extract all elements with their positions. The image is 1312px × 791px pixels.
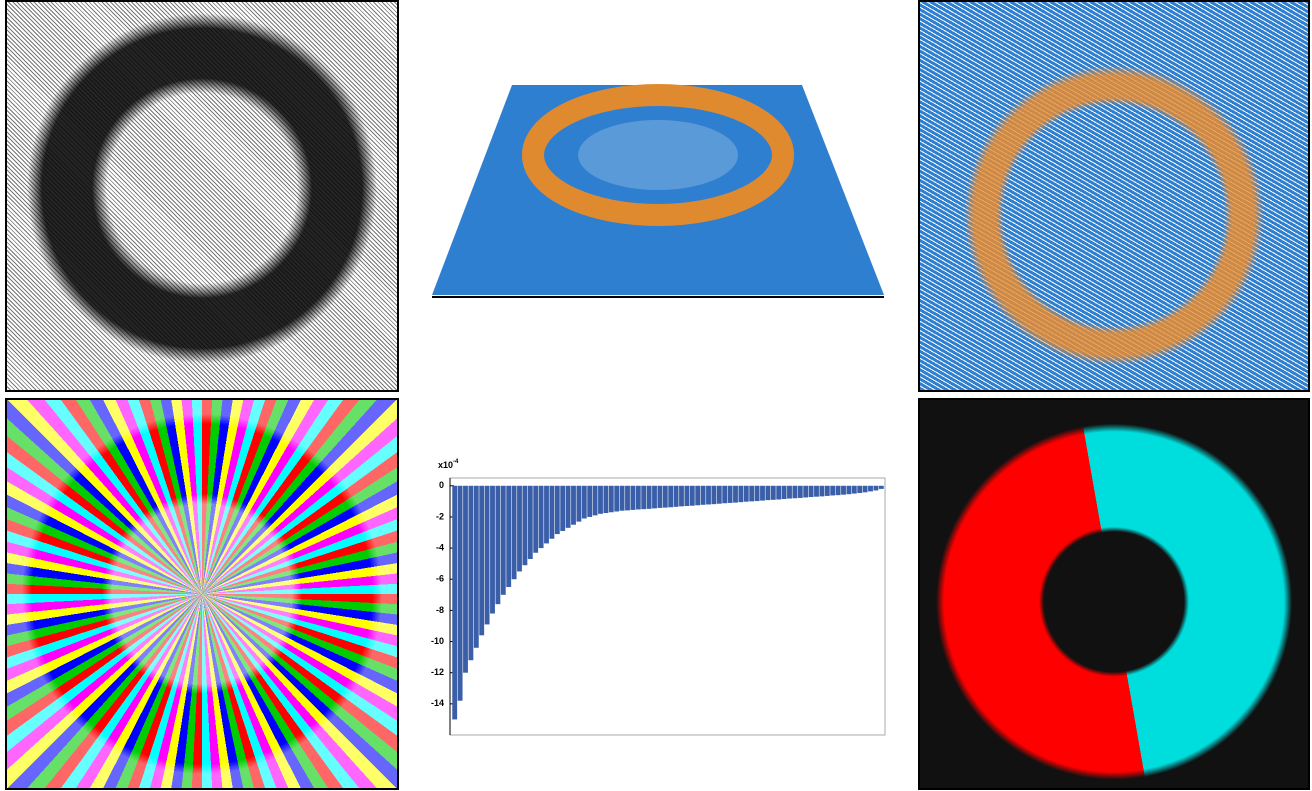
- bar: [539, 486, 544, 548]
- bar: [576, 486, 581, 522]
- bar: [695, 486, 700, 505]
- bar: [868, 486, 873, 492]
- bar: [819, 486, 824, 497]
- bar: [630, 486, 635, 510]
- bar: [830, 486, 835, 496]
- bar: [636, 486, 641, 510]
- bar: [765, 486, 770, 500]
- bar: [652, 486, 657, 509]
- bar: [544, 486, 549, 544]
- bar: [690, 486, 695, 506]
- bar: [857, 486, 862, 493]
- y-tick-label: -8: [436, 605, 444, 615]
- y-tick-label: -14: [431, 698, 444, 708]
- bar: [603, 486, 608, 513]
- bar: [555, 486, 560, 534]
- bar: [836, 486, 841, 495]
- bar: [560, 486, 565, 531]
- bar: [582, 486, 587, 519]
- bar: [668, 486, 673, 507]
- bar: [787, 486, 792, 499]
- bar: [744, 486, 749, 502]
- bar: [641, 486, 646, 509]
- bar: [463, 486, 468, 673]
- bar: [809, 486, 814, 497]
- bar: [738, 486, 743, 502]
- bar: [771, 486, 776, 500]
- y-tick-label: -12: [431, 667, 444, 677]
- bar: [679, 486, 684, 507]
- bar: [566, 486, 571, 528]
- bar: [711, 486, 716, 504]
- bar: [485, 486, 490, 625]
- bar: [458, 486, 463, 701]
- y-scale-label: x10-4: [438, 459, 459, 471]
- bar: [549, 486, 554, 539]
- y-scale-base: x10: [438, 460, 453, 470]
- bar: [647, 486, 652, 509]
- y-scale-exponent: -4: [453, 459, 459, 465]
- bar: [593, 486, 598, 516]
- bar: [873, 486, 878, 491]
- bar: [598, 486, 603, 514]
- chart: x10-4 0-2-4-6-8-10-12-14: [0, 0, 1312, 791]
- bar: [517, 486, 522, 572]
- bar: [792, 486, 797, 498]
- bar: [841, 486, 846, 495]
- bar: [706, 486, 711, 505]
- bar: [620, 486, 625, 511]
- bar: [728, 486, 733, 503]
- bar: [733, 486, 738, 503]
- y-tick-label: -6: [436, 574, 444, 584]
- bar: [863, 486, 868, 493]
- bar: [625, 486, 630, 511]
- bar: [760, 486, 765, 501]
- bar: [803, 486, 808, 498]
- bar: [528, 486, 533, 559]
- bar: [717, 486, 722, 504]
- bar: [755, 486, 760, 501]
- bar: [614, 486, 619, 512]
- bar: [657, 486, 662, 508]
- bar: [674, 486, 679, 507]
- bar: [490, 486, 495, 614]
- bar: [663, 486, 668, 508]
- y-tick-label: -2: [436, 511, 444, 521]
- y-tick-label: -10: [431, 636, 444, 646]
- bar: [474, 486, 479, 648]
- page: x10-4 0-2-4-6-8-10-12-14 (() => { const …: [0, 0, 1312, 791]
- bar: [814, 486, 819, 497]
- bar: [701, 486, 706, 505]
- bar: [879, 486, 884, 489]
- bar: [825, 486, 830, 496]
- bar: [479, 486, 484, 636]
- bar: [506, 486, 511, 587]
- bar: [776, 486, 781, 500]
- bar: [798, 486, 803, 498]
- bar: [495, 486, 500, 604]
- bar: [452, 486, 457, 720]
- bar: [468, 486, 473, 660]
- bar: [782, 486, 787, 499]
- bar: [846, 486, 851, 494]
- bar: [522, 486, 527, 565]
- bar: [749, 486, 754, 502]
- bar: [512, 486, 517, 579]
- bar: [722, 486, 727, 503]
- bar: [587, 486, 592, 517]
- bar: [609, 486, 614, 512]
- y-tick-label: 0: [439, 480, 444, 490]
- y-tick-label: -4: [436, 542, 444, 552]
- bar: [571, 486, 576, 525]
- bar: [501, 486, 506, 595]
- bar: [533, 486, 538, 553]
- bar: [852, 486, 857, 494]
- bar: [684, 486, 689, 506]
